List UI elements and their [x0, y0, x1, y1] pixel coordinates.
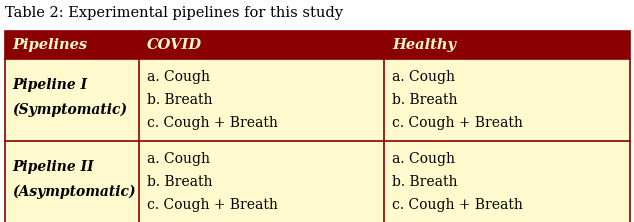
Text: Healthy: Healthy: [392, 38, 456, 52]
Bar: [384, 59, 630, 141]
Bar: [5, 59, 139, 141]
Text: Table 2: Experimental pipelines for this study: Table 2: Experimental pipelines for this…: [5, 6, 343, 20]
Bar: [139, 59, 384, 141]
Text: b. Breath: b. Breath: [392, 93, 458, 107]
Bar: [139, 141, 384, 222]
Text: a. Cough: a. Cough: [147, 152, 210, 166]
Text: b. Breath: b. Breath: [147, 93, 212, 107]
Bar: [384, 31, 630, 59]
Text: Pipeline I: Pipeline I: [13, 78, 87, 92]
Text: c. Cough + Breath: c. Cough + Breath: [392, 116, 523, 130]
Bar: [5, 141, 139, 222]
Bar: [384, 141, 630, 222]
Bar: [139, 31, 384, 59]
Text: c. Cough + Breath: c. Cough + Breath: [147, 116, 278, 130]
Text: a. Cough: a. Cough: [147, 70, 210, 84]
Text: b. Breath: b. Breath: [147, 175, 212, 189]
Text: c. Cough + Breath: c. Cough + Breath: [147, 198, 278, 212]
Bar: [5, 31, 139, 59]
Text: a. Cough: a. Cough: [392, 70, 455, 84]
Text: Pipelines: Pipelines: [13, 38, 87, 52]
Text: Pipeline II: Pipeline II: [13, 160, 94, 174]
Text: c. Cough + Breath: c. Cough + Breath: [392, 198, 523, 212]
Text: b. Breath: b. Breath: [392, 175, 458, 189]
Text: a. Cough: a. Cough: [392, 152, 455, 166]
Text: (Asymptomatic): (Asymptomatic): [13, 185, 136, 199]
Text: (Symptomatic): (Symptomatic): [13, 103, 127, 117]
Text: COVID: COVID: [147, 38, 202, 52]
